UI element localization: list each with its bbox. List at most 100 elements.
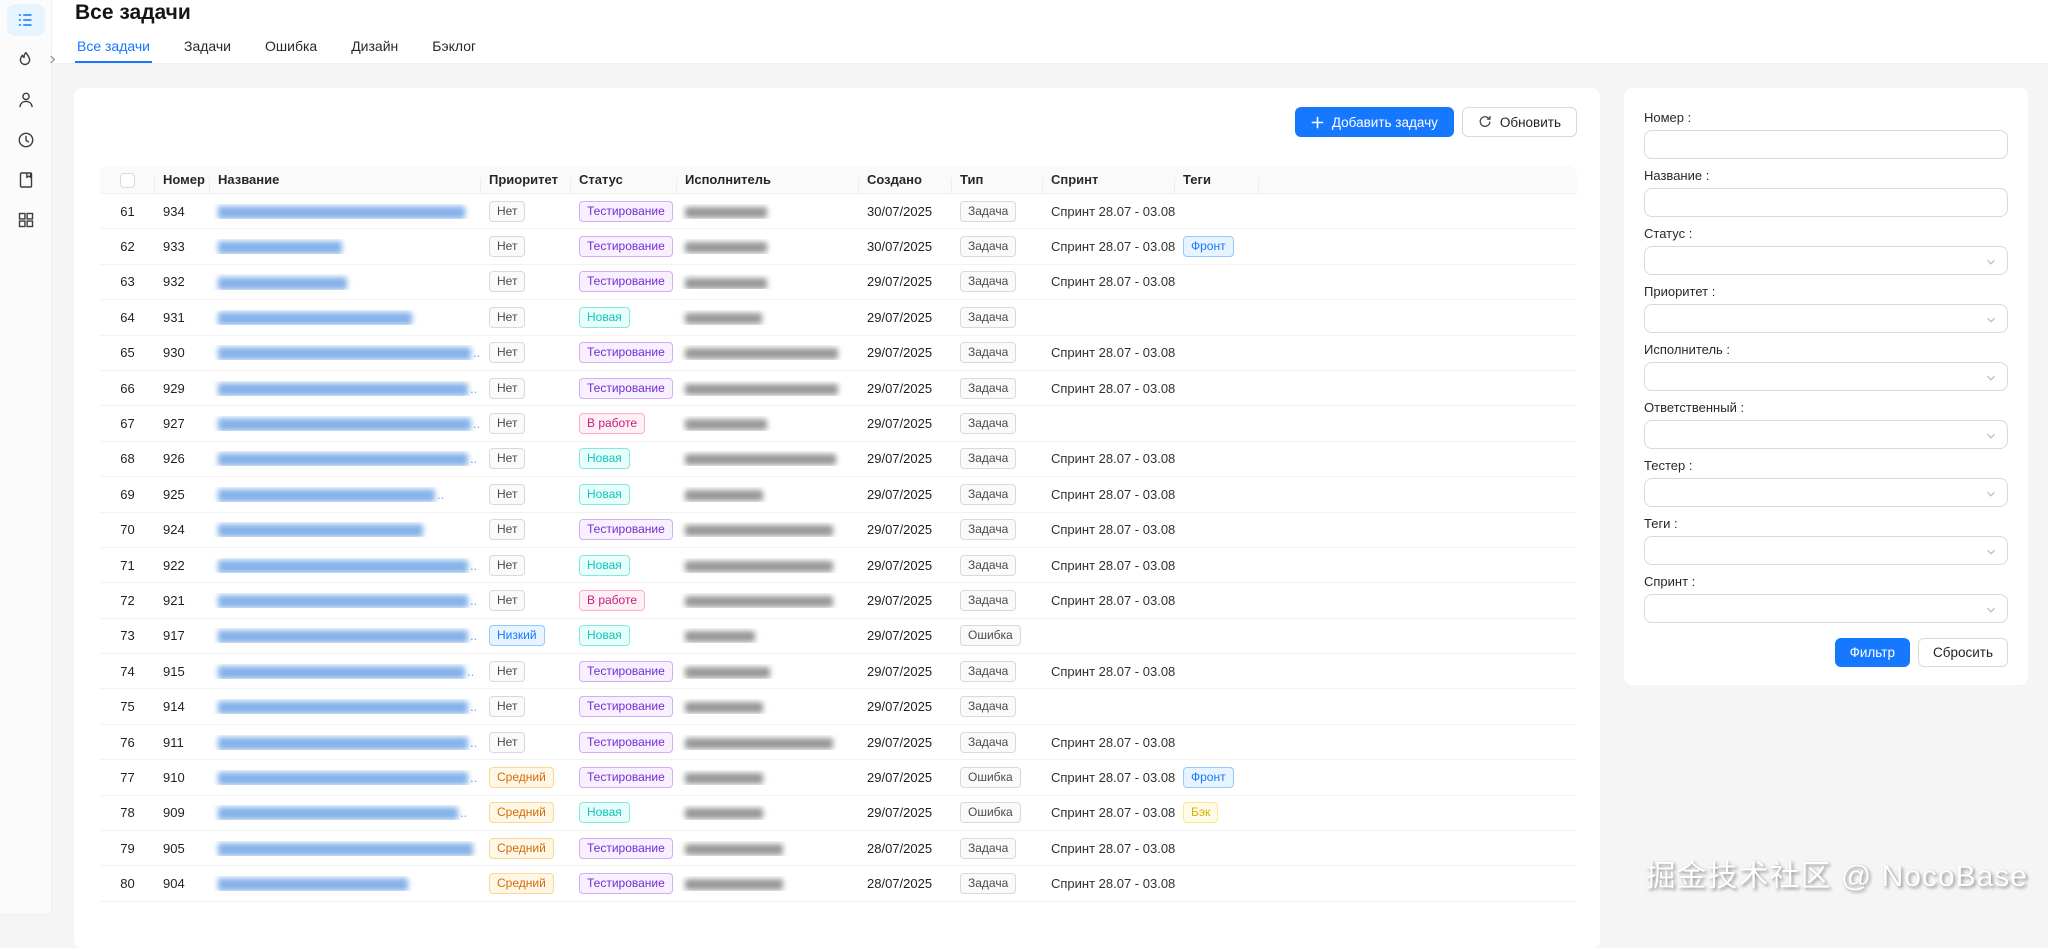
task-title-link[interactable] [210, 310, 481, 325]
sidebar-item-users[interactable] [7, 84, 45, 116]
task-title-link[interactable]: .. [210, 805, 481, 820]
row-index[interactable]: 71 [100, 558, 155, 573]
chevron-down-icon [1985, 546, 1997, 558]
tab-4[interactable]: Бэклог [430, 38, 478, 63]
filter-input-number[interactable] [1644, 130, 2008, 159]
filter-select-status[interactable] [1644, 246, 2008, 275]
filter-select-sprint[interactable] [1644, 594, 2008, 623]
task-title-link[interactable]: .. [210, 345, 481, 360]
tab-0[interactable]: Все задачи [75, 38, 152, 63]
task-title-link[interactable]: .. [210, 416, 481, 431]
row-index[interactable]: 67 [100, 416, 155, 431]
row-index[interactable]: 77 [100, 770, 155, 785]
row-index[interactable]: 72 [100, 593, 155, 608]
status-cell: Тестирование [571, 271, 677, 292]
priority-cell: Средний [481, 838, 571, 859]
filter-label-tester: Тестер : [1644, 458, 2008, 473]
row-index[interactable]: 74 [100, 664, 155, 679]
icon-sidebar [0, 0, 52, 913]
task-title-link[interactable]: .. [210, 664, 481, 679]
row-index[interactable]: 66 [100, 381, 155, 396]
title-ellipsis: .. [473, 345, 480, 360]
assignee-cell [677, 310, 859, 325]
filter-input-name[interactable] [1645, 189, 2007, 216]
column-header-sel [100, 171, 155, 187]
priority-cell: Нет [481, 413, 571, 434]
row-index[interactable]: 65 [100, 345, 155, 360]
task-title-link[interactable]: .. [210, 770, 481, 785]
redacted-assignee-name [685, 348, 838, 359]
filter-reset-button[interactable]: Сбросить [1918, 638, 2008, 667]
task-title-link[interactable]: .. [210, 558, 481, 573]
row-index[interactable]: 70 [100, 522, 155, 537]
type-cell: Ошибка [952, 767, 1043, 788]
task-title-link[interactable]: .. [210, 593, 481, 608]
filter-select-priority[interactable] [1644, 304, 2008, 333]
row-index[interactable]: 62 [100, 239, 155, 254]
add-task-button[interactable]: Добавить задачу [1295, 107, 1454, 137]
task-title-link[interactable] [210, 204, 481, 219]
sidebar-item-docs[interactable] [7, 164, 45, 196]
row-index[interactable]: 69 [100, 487, 155, 502]
redacted-task-title [218, 383, 468, 396]
tag-purple: Тестирование [579, 271, 673, 292]
filter-field-assignee: Исполнитель : [1644, 342, 2008, 391]
priority-cell: Нет [481, 732, 571, 753]
row-index[interactable]: 79 [100, 841, 155, 856]
row-index[interactable]: 63 [100, 274, 155, 289]
task-title-link[interactable]: .. [210, 628, 481, 643]
row-index[interactable]: 78 [100, 805, 155, 820]
title-ellipsis: .. [470, 593, 477, 608]
column-header-priority: Приоритет [481, 172, 571, 187]
refresh-button[interactable]: Обновить [1462, 107, 1577, 137]
task-title-link[interactable]: .. [210, 381, 481, 396]
row-index[interactable]: 68 [100, 451, 155, 466]
task-title-link[interactable] [210, 274, 481, 289]
redacted-assignee-name [685, 596, 833, 607]
task-title-link[interactable]: .. [210, 451, 481, 466]
redacted-task-title [218, 560, 468, 573]
select-all-checkbox[interactable] [120, 173, 135, 188]
task-title-link[interactable] [210, 239, 481, 254]
task-title-link[interactable]: .. [210, 487, 481, 502]
task-title-link[interactable]: .. [210, 735, 481, 750]
row-index[interactable]: 73 [100, 628, 155, 643]
task-title-link[interactable]: .. [210, 699, 481, 714]
row-index[interactable]: 75 [100, 699, 155, 714]
sidebar-item-history[interactable] [7, 124, 45, 156]
task-title-link[interactable] [210, 841, 481, 856]
tab-3[interactable]: Дизайн [349, 38, 400, 63]
sidebar-expand-button[interactable] [47, 52, 58, 70]
sidebar-item-tasks[interactable] [7, 4, 45, 36]
task-number: 930 [155, 345, 210, 360]
tag-default: Задача [960, 519, 1016, 540]
redacted-assignee-name [685, 207, 767, 218]
sidebar-item-apps[interactable] [7, 204, 45, 236]
redacted-task-title [218, 843, 473, 856]
tab-1[interactable]: Задачи [182, 38, 233, 63]
row-index[interactable]: 64 [100, 310, 155, 325]
row-index[interactable]: 76 [100, 735, 155, 750]
filter-select-assignee[interactable] [1644, 362, 2008, 391]
filter-input-number[interactable] [1645, 131, 2007, 158]
tab-2[interactable]: Ошибка [263, 38, 319, 63]
filter-submit-button[interactable]: Фильтр [1835, 638, 1910, 667]
row-index[interactable]: 61 [100, 204, 155, 219]
sidebar-item-hot[interactable] [7, 44, 45, 76]
filter-select-tester[interactable] [1644, 478, 2008, 507]
filter-select-responsible[interactable] [1644, 420, 2008, 449]
task-title-link[interactable] [210, 876, 481, 891]
filter-input-name[interactable] [1644, 188, 2008, 217]
refresh-label: Обновить [1500, 115, 1561, 130]
task-title-link[interactable] [210, 522, 481, 537]
filter-select-tags[interactable] [1644, 536, 2008, 565]
row-index[interactable]: 80 [100, 876, 155, 891]
flame-icon [16, 50, 36, 70]
type-cell: Задача [952, 873, 1043, 894]
status-cell: Новая [571, 484, 677, 505]
assignee-cell [677, 451, 859, 466]
